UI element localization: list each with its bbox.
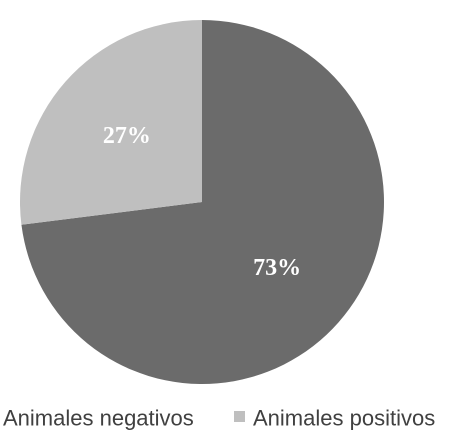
pie-slice-1 xyxy=(21,20,385,384)
legend-swatch-2 xyxy=(234,411,245,422)
data-label-1: 73% xyxy=(253,255,301,281)
pie-slices xyxy=(19,20,385,384)
pie-data-labels: 73% 27% xyxy=(103,123,301,281)
legend: Animales negativos Animales positivos xyxy=(3,406,435,431)
pie-slice-2 xyxy=(19,20,202,225)
data-label-2: 27% xyxy=(103,123,151,149)
legend-label-2: Animales positivos xyxy=(253,406,435,431)
legend-label-1: Animales negativos xyxy=(3,406,194,431)
